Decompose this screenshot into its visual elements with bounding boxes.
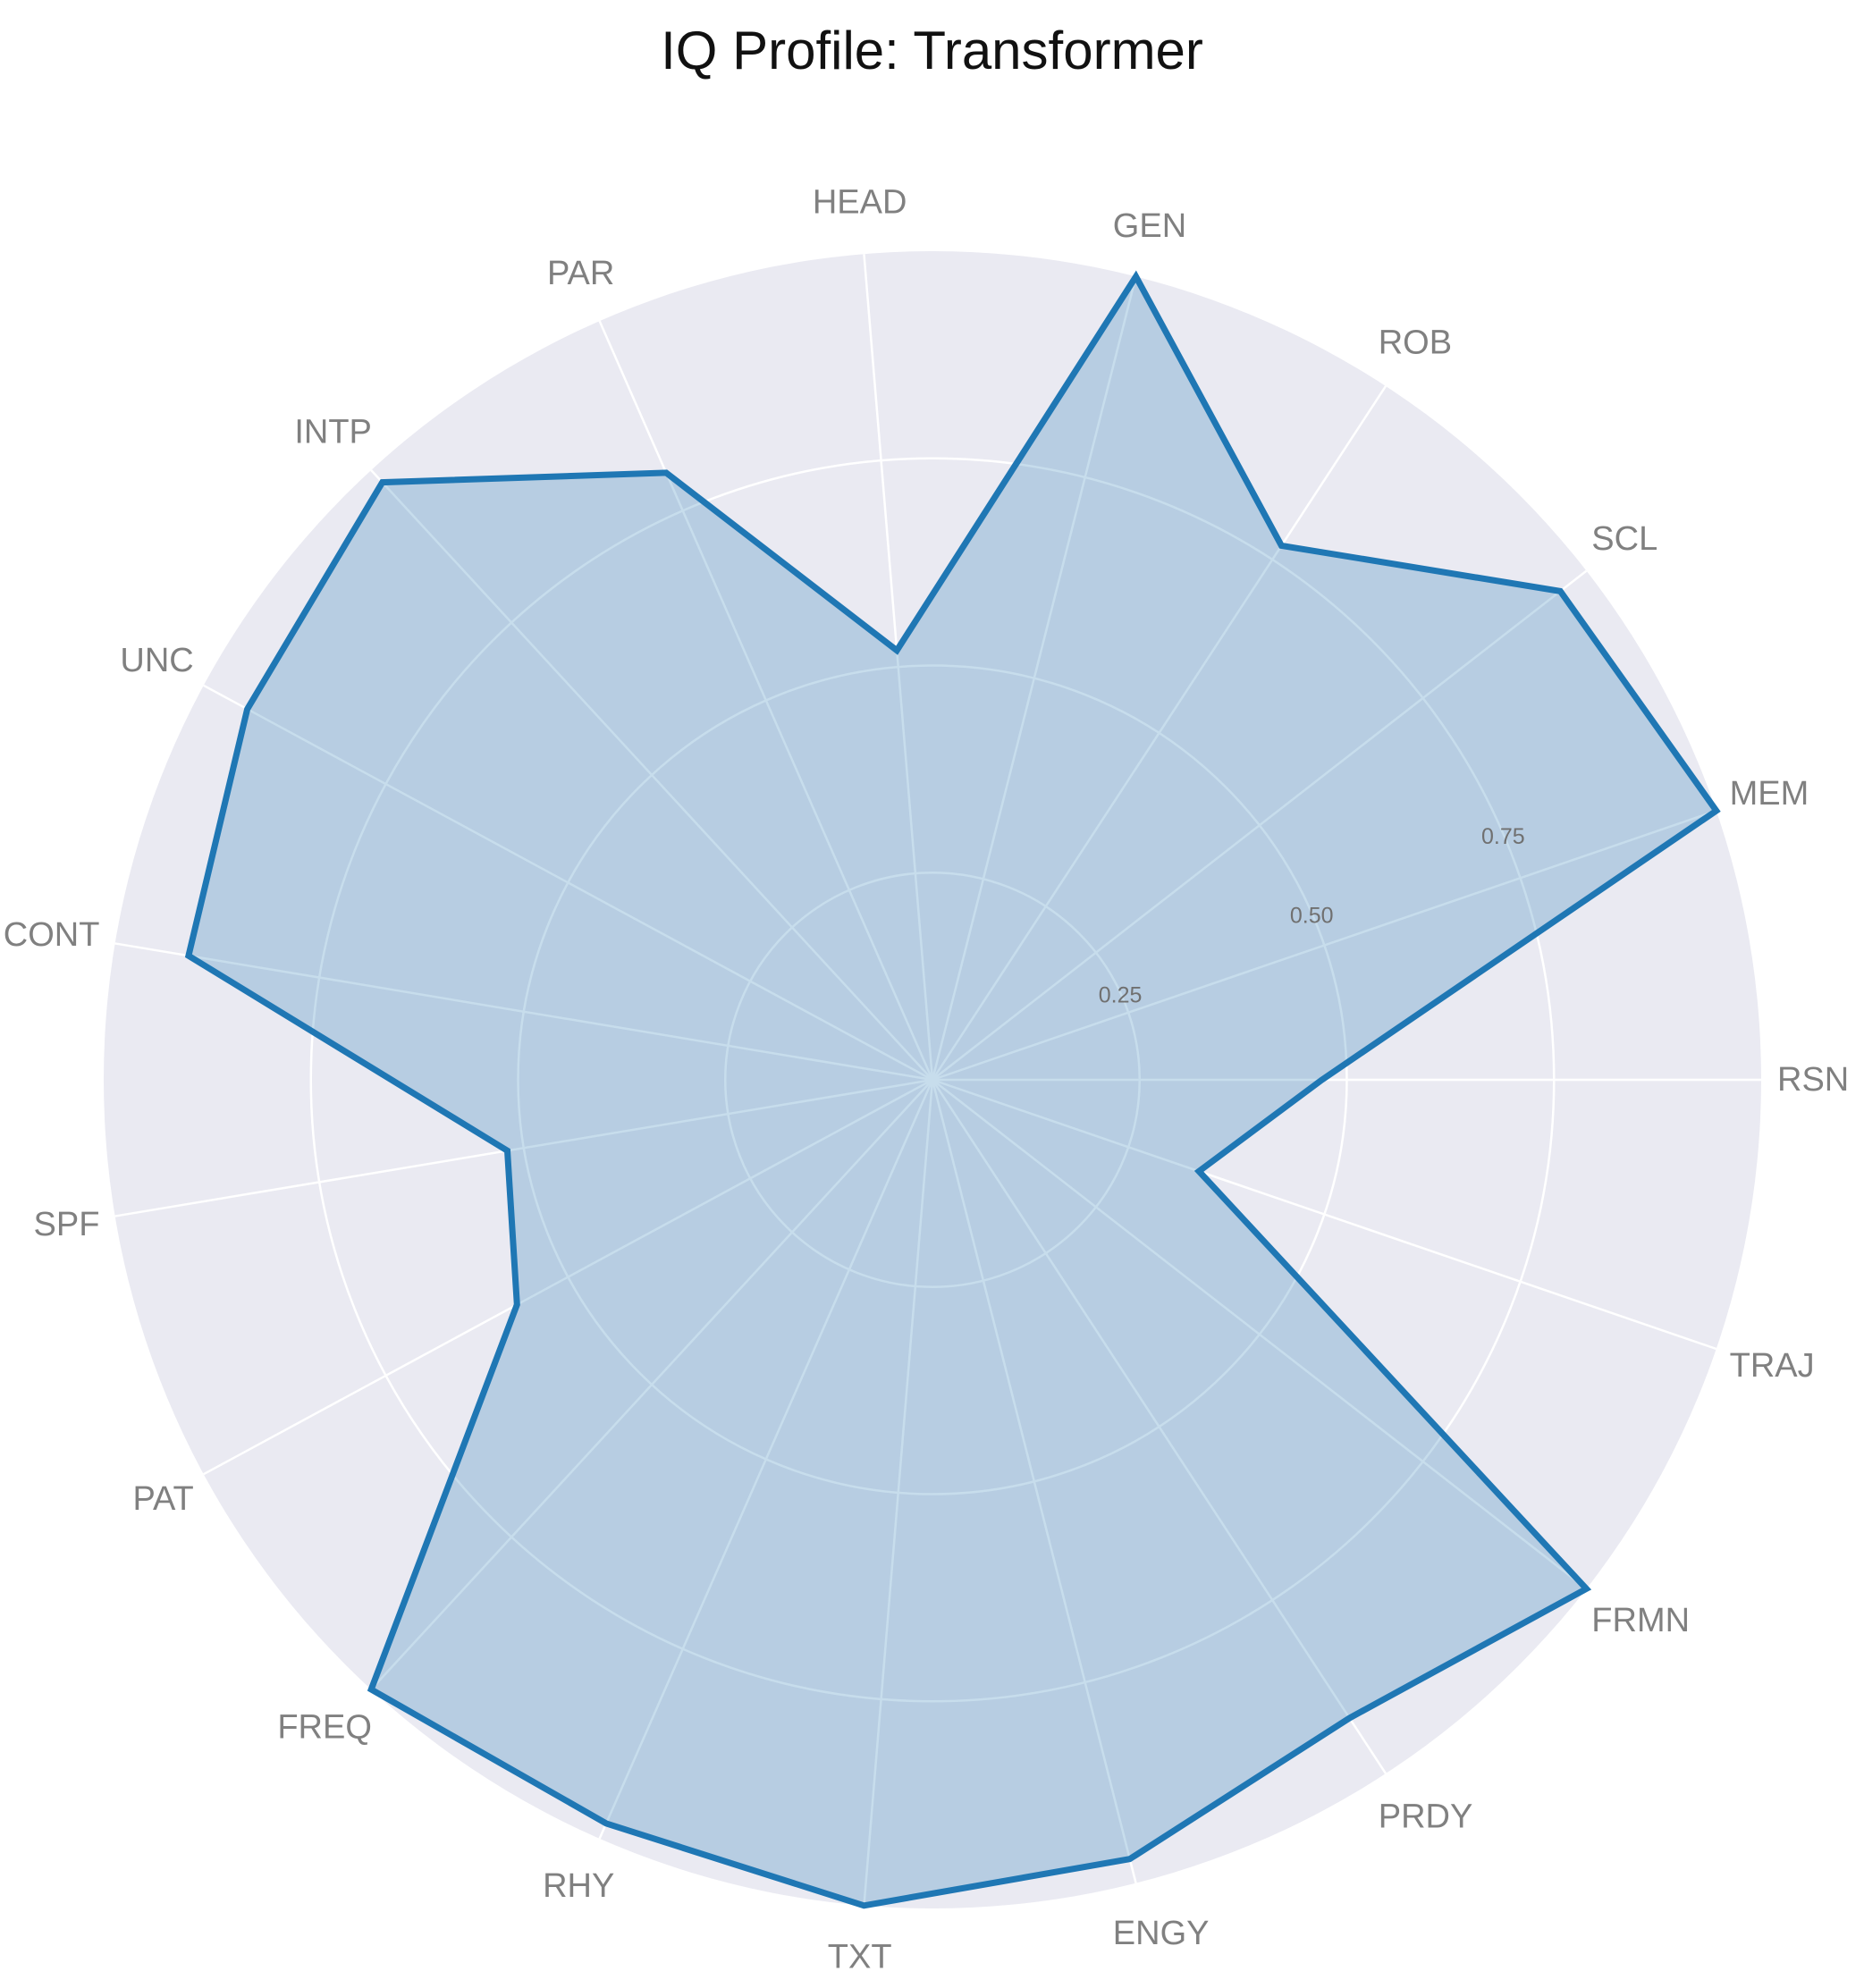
spoke-unc [203, 684, 933, 1082]
r-tick-label: 0.75 [1481, 824, 1525, 849]
spoke-par [598, 320, 934, 1081]
spoke-mem [932, 809, 1717, 1082]
spoke-traj [932, 1078, 1717, 1351]
r-tick-label: 0.50 [1290, 904, 1334, 929]
spoke-txt [863, 1079, 934, 1906]
spoke-scl [932, 569, 1588, 1081]
spoke-head [863, 254, 934, 1081]
category-label-prdy: PRDY [1379, 1798, 1473, 1836]
category-label-rsn: RSN [1777, 1061, 1849, 1099]
spoke-engy [931, 1079, 1137, 1883]
spoke-spf [114, 1078, 933, 1217]
series-line [184, 270, 1721, 1909]
spoke-gen [931, 276, 1137, 1081]
category-label-mem: MEM [1730, 775, 1809, 813]
spoke-freq [370, 1079, 933, 1690]
category-label-rob: ROB [1379, 324, 1452, 361]
category-label-traj: TRAJ [1730, 1347, 1815, 1385]
spoke-cont [114, 942, 933, 1082]
series-area [188, 276, 1716, 1906]
category-label-frmn: FRMN [1591, 1602, 1690, 1639]
category-label-intp: INTP [294, 413, 372, 451]
spoke-rob [931, 385, 1387, 1081]
category-label-head: HEAD [813, 183, 907, 221]
category-label-spf: SPF [34, 1206, 100, 1243]
category-label-rhy: RHY [543, 1867, 614, 1905]
spoke-intp [370, 469, 933, 1081]
spoke-prdy [931, 1079, 1387, 1774]
category-label-pat: PAT [132, 1480, 193, 1518]
spoke-rhy [598, 1079, 934, 1840]
category-label-gen: GEN [1113, 207, 1186, 245]
spoke-frmn [932, 1079, 1588, 1590]
r-tick-label: 0.25 [1099, 982, 1143, 1007]
spoke-pat [203, 1078, 933, 1476]
category-label-scl: SCL [1591, 520, 1657, 558]
category-label-unc: UNC [120, 642, 193, 679]
category-label-engy: ENGY [1113, 1915, 1210, 1952]
chart-title: IQ Profile: Transformer [661, 21, 1203, 80]
category-label-freq: FREQ [277, 1709, 372, 1747]
category-label-txt: TXT [828, 1939, 892, 1976]
category-label-par: PAR [547, 255, 614, 292]
category-label-cont: CONT [4, 916, 100, 954]
